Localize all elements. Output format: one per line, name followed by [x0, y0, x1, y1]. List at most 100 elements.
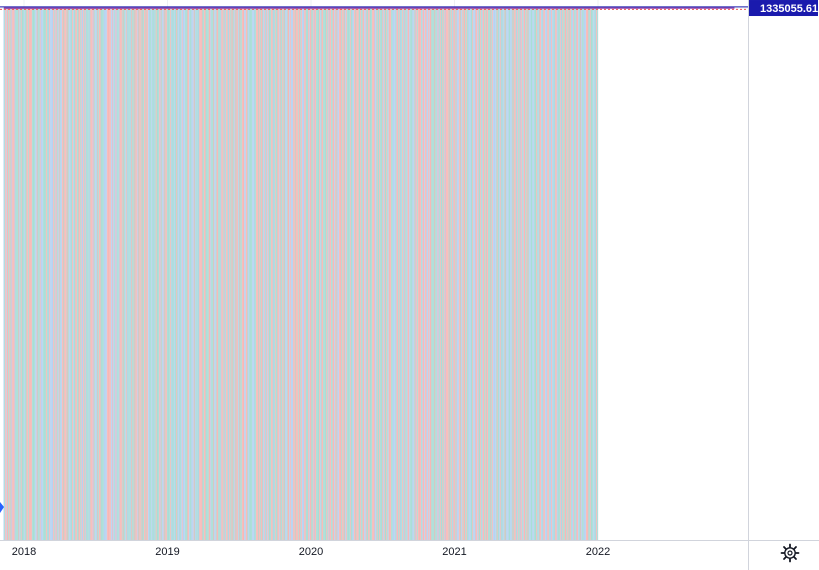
volume-bar: [298, 8, 300, 541]
volume-bar: [89, 8, 91, 540]
volume-bar: [541, 8, 543, 540]
volume-bar: [537, 8, 539, 541]
volume-bar: [256, 8, 257, 540]
settings-gear-icon[interactable]: [779, 542, 801, 564]
volume-bar: [114, 8, 115, 541]
volume-bar: [466, 8, 468, 540]
volume-bar: [122, 8, 124, 541]
time-axis[interactable]: 2018 2019 2020 2021 2022: [0, 540, 819, 559]
volume-bar: [44, 8, 46, 540]
volume-bar: [226, 8, 227, 540]
volume-bar: [442, 8, 444, 540]
volume-bar: [143, 8, 145, 541]
volume-bar: [454, 8, 456, 541]
volume-bar: [316, 8, 317, 541]
volume-bar: [336, 8, 338, 540]
volume-bar: [488, 8, 490, 540]
volume-bar: [153, 8, 155, 540]
volume-bar: [425, 8, 427, 541]
volume-bar: [480, 8, 482, 541]
volume-bar: [440, 8, 442, 541]
volume-bar: [49, 8, 51, 540]
volume-bar: [43, 8, 45, 540]
volume-bar: [168, 8, 170, 540]
volume-bar: [350, 8, 352, 540]
price-axis[interactable]: 5500000.003900000.002900000.002100000.00…: [748, 0, 818, 570]
volume-bar: [230, 8, 231, 540]
volume-bar: [381, 8, 383, 540]
volume-bar: [499, 8, 501, 540]
volume-bar: [452, 8, 454, 540]
volume-bar: [365, 8, 367, 540]
volume-bar: [53, 8, 55, 541]
volume-bar: [165, 8, 167, 540]
volume-bar: [588, 8, 590, 541]
volume-bar: [353, 8, 354, 540]
volume-bar: [542, 8, 544, 541]
volume-bar: [193, 8, 195, 541]
volume-bar: [553, 8, 555, 540]
volume-bar: [364, 8, 366, 541]
volume-bar: [220, 8, 222, 540]
volume-bar: [369, 8, 371, 541]
volume-bar: [40, 8, 42, 540]
volume-bar: [377, 8, 379, 540]
volume-bar: [84, 8, 86, 540]
volume-bar: [156, 8, 158, 540]
volume-bar: [198, 8, 200, 541]
volume-bar: [491, 8, 493, 540]
volume-bar: [323, 8, 325, 540]
volume-bar: [501, 8, 503, 541]
volume-bar: [257, 8, 259, 540]
volume-bar: [357, 8, 358, 541]
volume-bar: [551, 8, 553, 540]
volume-bar: [487, 8, 489, 541]
volume-bar: [297, 8, 298, 540]
time-tick-label: 2018: [12, 546, 36, 558]
volume-bar: [342, 8, 344, 541]
volume-bar: [354, 8, 356, 541]
volume-bar: [395, 8, 397, 541]
volume-bar: [263, 8, 265, 540]
volume-bar: [164, 8, 166, 541]
volume-bar: [587, 8, 589, 541]
volume-bar: [188, 8, 190, 541]
volume-bar: [85, 8, 87, 541]
volume-bar: [470, 8, 472, 540]
volume-bar: [380, 8, 382, 541]
volume-bar: [41, 8, 43, 541]
volume-bar: [458, 8, 460, 541]
volume-bar: [161, 8, 163, 540]
volume-bar: [593, 8, 594, 540]
volume-bar: [358, 8, 360, 540]
volume-bar: [178, 8, 180, 541]
volume-bar: [430, 8, 432, 540]
volume-bar: [253, 8, 255, 541]
volume-bar: [35, 8, 36, 541]
volume-bar: [586, 8, 588, 540]
volume-bar: [583, 8, 585, 540]
volume-bar: [305, 8, 306, 540]
volume-bar: [396, 8, 398, 540]
volume-bar: [98, 8, 100, 540]
volume-bar: [166, 8, 167, 540]
volume-bar: [218, 8, 220, 541]
volume-bar: [521, 8, 523, 540]
volume-bar: [574, 8, 575, 541]
volume-bar: [512, 8, 514, 540]
volume-bar: [101, 8, 103, 541]
volume-bar: [503, 8, 505, 540]
volume-bar: [154, 8, 156, 541]
volume-bar: [146, 8, 148, 541]
volume-bar: [55, 8, 57, 540]
volume-bar: [439, 8, 441, 541]
volume-bar: [312, 8, 314, 540]
volume-bar: [331, 8, 332, 540]
volume-bar: [238, 8, 240, 540]
volume-bar: [319, 8, 321, 541]
volume-bar: [567, 8, 568, 540]
volume-bar: [240, 8, 242, 541]
current-price-tag: 1335055.61: [749, 0, 818, 17]
